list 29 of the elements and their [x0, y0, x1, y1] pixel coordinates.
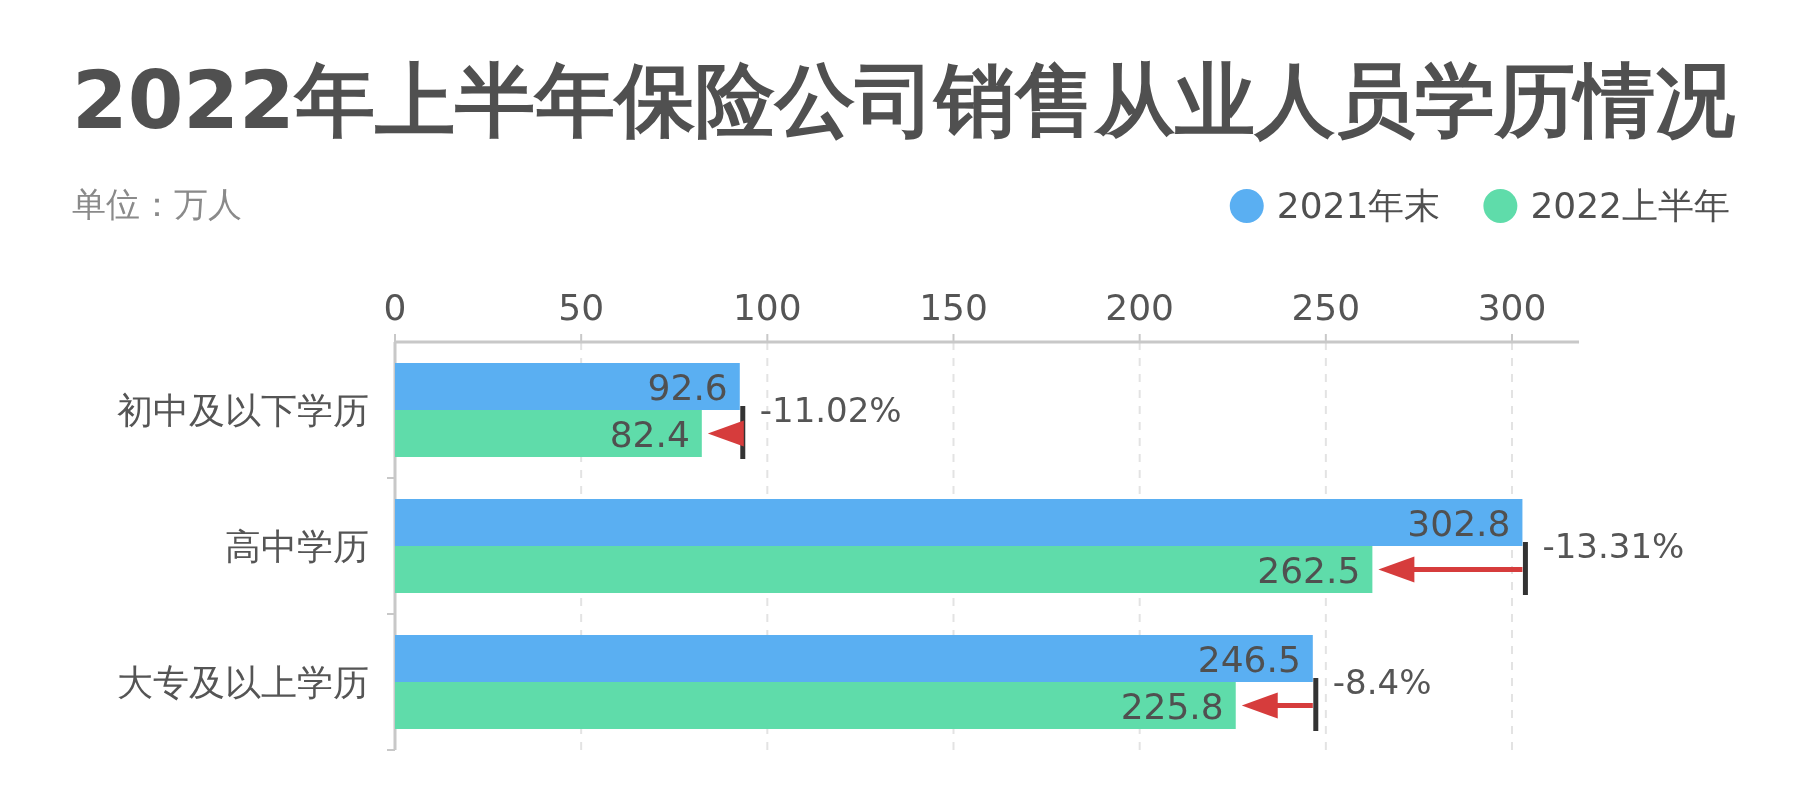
data-label: 82.4 [609, 413, 690, 455]
x-tick-label: 250 [1291, 287, 1361, 328]
annotation: -13.31% [1542, 526, 1685, 566]
x-tick-label: 50 [558, 287, 605, 328]
x-tick-label: 100 [732, 287, 802, 328]
y-tick-label: 大专及以上学历 [117, 662, 369, 703]
bar [395, 410, 702, 457]
chart-subtitle: 单位：万人 [72, 184, 242, 224]
x-tick-label: 150 [919, 287, 988, 328]
legend-label: 2022上半年 [1530, 185, 1730, 226]
data-label: 92.6 [647, 366, 728, 408]
bar [395, 635, 1313, 682]
x-tick-label: 300 [1477, 287, 1547, 328]
data-label: 225.8 [1120, 685, 1224, 727]
annotation: -8.4% [1332, 662, 1432, 702]
data-label: 302.8 [1407, 502, 1511, 544]
y-tick-label: 初中及以下学历 [117, 390, 369, 431]
y-tick-label: 高中学历 [225, 526, 369, 567]
legend-label: 2021年末 [1276, 185, 1441, 226]
data-label: 262.5 [1257, 549, 1361, 591]
bar [395, 682, 1236, 729]
x-tick-label: 0 [383, 287, 407, 328]
bar [395, 363, 740, 410]
bar [395, 546, 1373, 593]
annotation: -11.02% [759, 390, 902, 430]
data-label: 246.5 [1197, 638, 1301, 680]
bar [395, 499, 1523, 546]
x-tick-label: 200 [1105, 287, 1175, 328]
chart-title: 2022年上半年保险公司销售从业人员学历情况 [72, 54, 1735, 147]
